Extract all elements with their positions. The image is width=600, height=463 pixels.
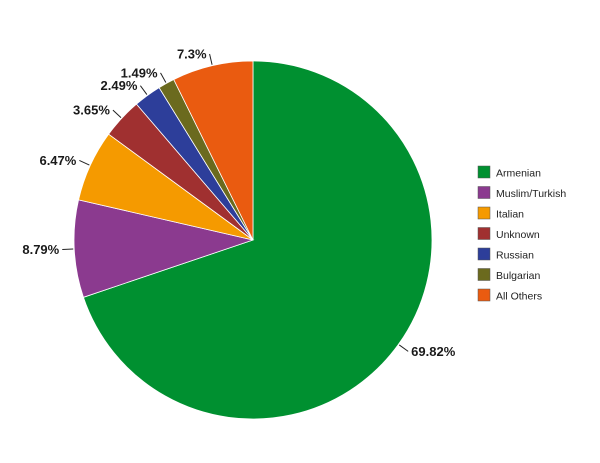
legend-label-russian: Russian (496, 250, 534, 262)
legend-label-muslim-turkish: Muslim/Turkish (496, 188, 566, 200)
legend-label-armenian: Armenian (496, 168, 541, 180)
leader-line-russian (139, 85, 148, 95)
value-label-muslim-turkish: 8.79% (22, 242, 59, 257)
pie-slice-armenian (82, 60, 433, 420)
legend-swatch-unknown (477, 227, 491, 240)
legend-swatch-all-others (477, 288, 491, 302)
pie-slice-muslim-turkish (73, 199, 255, 298)
legend-swatch-armenian (477, 165, 491, 179)
leader-line-armenian (398, 344, 409, 352)
pie-slice-all-others (173, 60, 254, 241)
leader-line-italian (79, 159, 90, 166)
leader-line-bulgarian (160, 72, 167, 83)
value-label-armenian: 69.82% (411, 344, 456, 359)
legend-label-unknown: Unknown (496, 229, 540, 241)
value-label-unknown: 3.65% (73, 103, 110, 118)
leader-line-unknown (112, 109, 122, 119)
legend-label-bulgarian: Bulgarian (496, 270, 541, 282)
pie-slices (73, 60, 433, 420)
legend-swatch-russian (477, 247, 491, 261)
legend-label-italian: Italian (496, 209, 524, 221)
value-label-all-others: 7.3% (177, 47, 207, 62)
value-label-bulgarian: 1.49% (121, 65, 158, 80)
pie-value-labels: 69.82% 8.79% 6.47% 3.65% 2.49%1.49% 7.3% (22, 47, 455, 359)
legend-swatch-italian (477, 206, 491, 220)
value-label-russian: 2.49% (101, 78, 138, 93)
leader-line-muslim-turkish (62, 248, 74, 251)
legend-swatch-muslim-turkish (477, 186, 491, 199)
legend-label-all-others: All Others (496, 291, 542, 303)
legend: Armenian Muslim/Turkish Italian Unknown Russ… (477, 165, 566, 303)
legend-swatch-bulgarian (477, 268, 491, 281)
value-label-italian: 6.47% (39, 153, 76, 168)
leader-line-all-others (209, 53, 213, 65)
